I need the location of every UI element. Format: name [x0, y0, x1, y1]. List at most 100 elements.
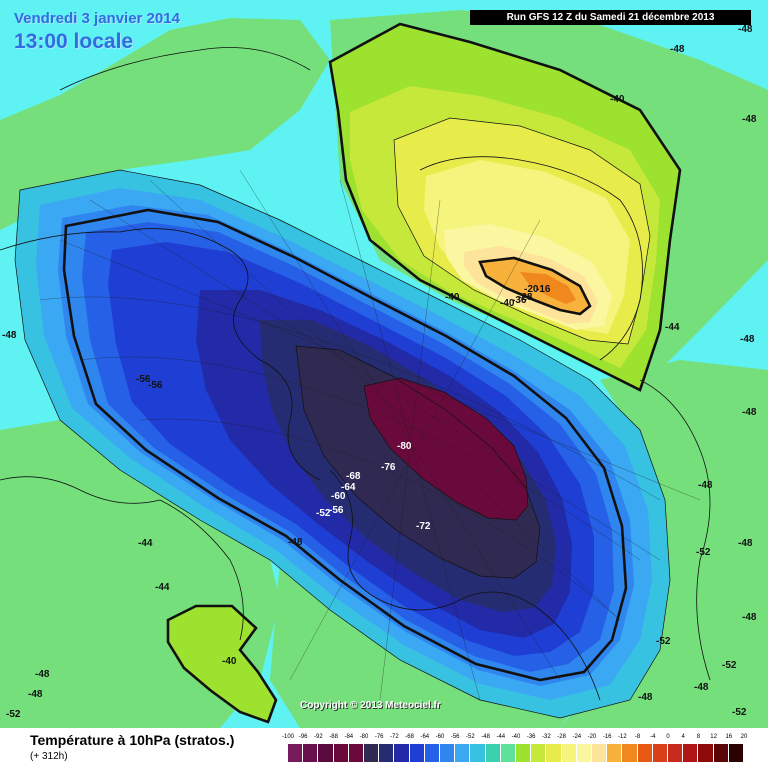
contour-label: -60 [331, 491, 346, 502]
legend-color-cell [637, 744, 653, 762]
model-run-label: Run GFS 12 Z du Samedi 21 décembre 2013 [470, 10, 751, 25]
contour-label: -40 [445, 292, 460, 303]
contour-label: -36 [512, 295, 527, 306]
legend-color-cell [348, 744, 364, 762]
legend-color-cell [713, 744, 729, 762]
contour-label: -76 [381, 462, 396, 473]
contour-label: -40 [610, 94, 625, 105]
legend-tick-label: -28 [557, 734, 566, 740]
coastlines [0, 47, 711, 701]
legend-color-cell [576, 744, 592, 762]
legend-color-cell [561, 744, 577, 762]
legend-color-cell [531, 744, 547, 762]
legend-color-cell [652, 744, 668, 762]
band-minus12 [520, 272, 576, 304]
contour-label: -16 [536, 284, 551, 295]
contour-label: -48 [28, 689, 43, 700]
legend-tick-label: -32 [542, 734, 551, 740]
legend-tick-label: 20 [740, 734, 748, 740]
contour-label: -72 [416, 521, 431, 532]
valid-time: 13:00 locale [14, 30, 134, 53]
contour-label: -48 [738, 24, 753, 35]
contour-label: -48 [2, 330, 17, 341]
legend-color-cell [500, 744, 516, 762]
contour-label: -20 [524, 284, 539, 295]
legend-tick-label: 12 [710, 734, 717, 740]
legend-tick-label: -8 [634, 734, 641, 740]
legend-tick-label: -76 [374, 734, 384, 740]
contour-label: -48 [638, 692, 653, 703]
legend-color-cell [470, 744, 486, 762]
contour-label: -48 [698, 480, 713, 491]
contour-label: -40 [222, 656, 237, 667]
legend-color-cell [455, 744, 471, 762]
contour-label: -40 [500, 298, 515, 309]
legend-color-cell [607, 744, 623, 762]
contour-label: -48 [694, 682, 709, 693]
contour-label: -52 [732, 707, 747, 718]
legend-tick-label: 16 [725, 734, 733, 740]
legend-tick-label: -64 [420, 734, 430, 740]
contour-label: -48 [670, 44, 685, 55]
legend-color-cell [440, 744, 456, 762]
contour-label: -48 [742, 407, 757, 418]
legend-tick-label: 0 [666, 734, 670, 740]
legend-tick-label: -24 [572, 734, 582, 740]
legend-color-cell [546, 744, 562, 762]
contour-label: -52 [6, 709, 21, 720]
legend-color-cell [668, 744, 684, 762]
legend-tick-label: 8 [696, 734, 701, 740]
contour-label: -48 [742, 612, 757, 623]
contour-label: -44 [138, 538, 153, 549]
legend-color-cell [698, 744, 714, 762]
legend-tick-label: -40 [511, 734, 521, 740]
contour-label: -52 [696, 547, 711, 558]
band-minus40-south [168, 606, 276, 722]
legend-tick-label: -68 [405, 734, 414, 740]
forecast-step: (+ 312h) [30, 751, 68, 762]
isotherm-minus60 [62, 208, 628, 682]
contour-label: -52 [656, 636, 671, 647]
contour-label: -56 [148, 380, 163, 391]
graticule [39, 169, 701, 701]
isotherm-minus40-south [166, 604, 278, 724]
legend-tick-label: -12 [618, 734, 627, 740]
parameter-title: Température à 10hPa (stratos.) [30, 732, 235, 748]
contour-label: -80 [397, 441, 412, 452]
legend-tick-label: -80 [359, 734, 369, 740]
contour-labels: -48-48-40-48-44-48-48-48-48-52-48-48-52-… [2, 24, 757, 720]
legend-color-cell [485, 744, 501, 762]
legend-tick-label: -56 [450, 734, 460, 740]
contour-label: -48 [35, 669, 50, 680]
band-minus80 [364, 378, 528, 520]
contour-label: -48 [738, 538, 753, 549]
isotherm-minus16 [478, 256, 592, 316]
legend-tick-label: -100 [281, 734, 295, 740]
contour-label: -68 [346, 471, 361, 482]
legend-tick-label: -92 [314, 734, 323, 740]
legend-tick-label: -52 [466, 734, 475, 740]
contour-label: -44 [155, 582, 170, 593]
legend-color-cell [379, 744, 395, 762]
legend-tick-label: -20 [587, 734, 597, 740]
land-north-america [0, 18, 330, 230]
bold-isotherms [62, 22, 682, 724]
legend-color-cell [592, 744, 608, 762]
contour-label: -48 [740, 334, 755, 345]
legend-color-cell [394, 744, 410, 762]
legend-tick-label: -60 [435, 734, 445, 740]
contour-label: -48 [288, 537, 303, 548]
legend-tick-label: -16 [602, 734, 612, 740]
color-scale-legend: -100 -96 -92 -88 -84 -80 -76 -72 -68 -64 -60 -56 -52… [281, 734, 754, 764]
legend-tick-label: -4 [650, 734, 656, 740]
contour-label: -52 [316, 508, 331, 519]
legend-tick-label: -36 [526, 734, 536, 740]
contour-label: -48 [742, 114, 757, 125]
contour-label: -28 [518, 292, 533, 303]
legend-tick-label: -96 [298, 734, 308, 740]
legend-color-cell [333, 744, 349, 762]
temperature-map: -48-48-40-48-44-48-48-48-48-52-48-48-52-… [0, 0, 768, 728]
contour-label: -56 [329, 505, 344, 516]
legend-tick-label: -48 [481, 734, 490, 740]
legend-color-cell [622, 744, 638, 762]
